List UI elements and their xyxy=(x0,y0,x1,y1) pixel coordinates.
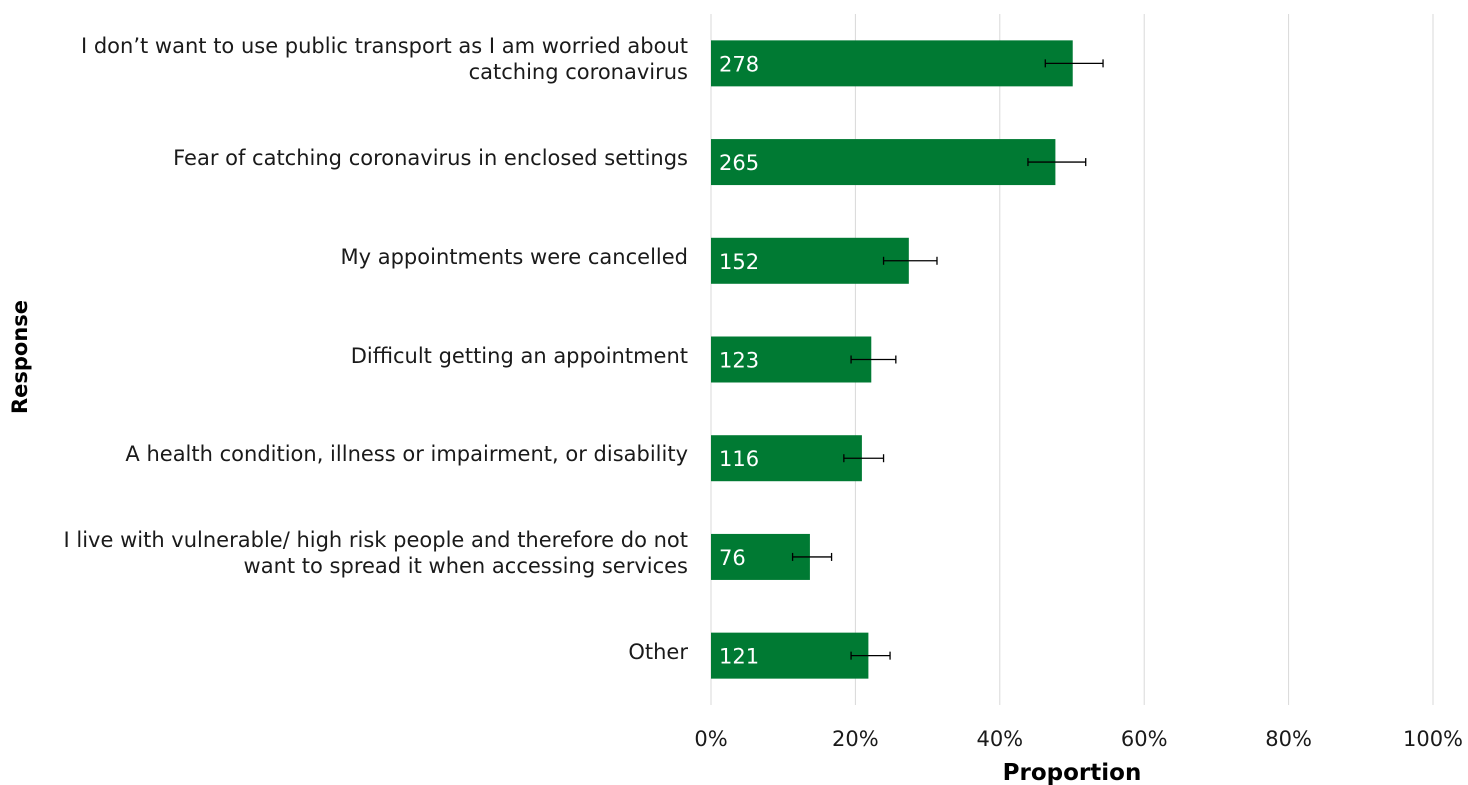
x-tick-label: 0% xyxy=(694,727,727,751)
error-bar xyxy=(882,256,938,265)
x-axis-ticks: 0% 20% 40% 60% 80% 100% xyxy=(694,727,1463,751)
bar xyxy=(711,435,862,482)
category-label: A health condition, illness or impairmen… xyxy=(125,442,688,467)
bar-count-label: 121 xyxy=(719,645,759,669)
bar-count-label: 123 xyxy=(719,349,759,373)
category-label: Fear of catching coronavirus in enclosed… xyxy=(173,146,688,171)
bar xyxy=(711,336,872,383)
bar-count-label: 116 xyxy=(719,447,759,471)
error-bar xyxy=(843,454,885,463)
x-tick-label: 100% xyxy=(1403,727,1463,751)
x-tick-label: 40% xyxy=(976,727,1023,751)
error-bar xyxy=(1027,158,1087,167)
gridlines xyxy=(710,14,1434,705)
error-bar xyxy=(791,552,833,561)
bar-count-label: 152 xyxy=(719,250,759,274)
bar-count-label: 265 xyxy=(719,151,759,175)
category-label: Other xyxy=(628,639,688,664)
bar-count-label: 76 xyxy=(719,546,746,570)
category-label: I don’t want to use public transport as … xyxy=(80,34,688,85)
bar-count-label: 278 xyxy=(719,52,759,76)
x-tick-label: 60% xyxy=(1121,727,1168,751)
x-tick-label: 20% xyxy=(832,727,879,751)
bar xyxy=(711,40,1073,87)
bars: 278 265 152 123 116 76 121 xyxy=(711,40,1104,679)
bar xyxy=(711,237,909,284)
x-axis-title: Proportion xyxy=(1003,760,1142,785)
error-bar xyxy=(850,355,897,364)
bar xyxy=(711,632,869,679)
category-label: I live with vulnerable/ high risk people… xyxy=(63,527,688,578)
bar xyxy=(711,139,1056,186)
error-bar xyxy=(1044,59,1104,68)
error-bar xyxy=(850,651,891,660)
y-axis-title: Response xyxy=(8,300,32,414)
x-tick-label: 80% xyxy=(1265,727,1312,751)
category-label: My appointments were cancelled xyxy=(340,244,688,269)
category-label: Difficult getting an appointment xyxy=(350,343,688,368)
